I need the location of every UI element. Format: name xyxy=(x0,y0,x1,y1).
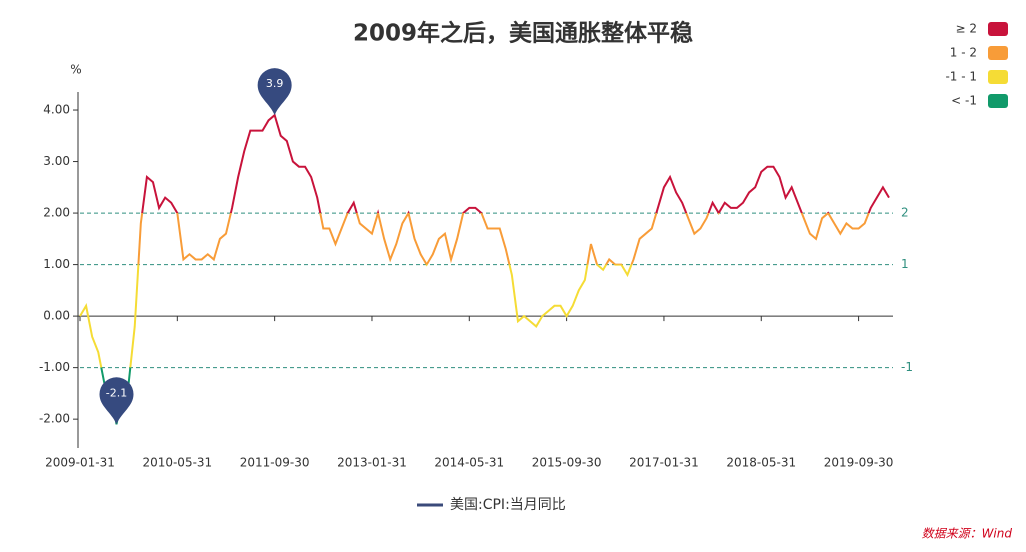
x-tick-label: 2019-09-30 xyxy=(824,456,894,470)
y-unit: % xyxy=(70,63,81,77)
chart-title: 2009年之后，美国通胀整体平稳 xyxy=(353,20,693,47)
visual-map-swatch xyxy=(988,70,1008,84)
cpi-line xyxy=(79,113,890,425)
visual-map-swatch xyxy=(988,22,1008,36)
visual-map-swatch xyxy=(988,46,1008,60)
visual-map-label: < -1 xyxy=(951,94,977,108)
visual-map-label: ≥ 2 xyxy=(955,22,977,36)
x-tick-label: 2015-09-30 xyxy=(532,456,602,470)
mark-line-label: 1 xyxy=(901,257,909,271)
y-tick-label: 0.00 xyxy=(43,309,70,323)
mark-point-label: 3.9 xyxy=(266,77,284,90)
x-tick-label: 2010-05-31 xyxy=(142,456,212,470)
x-tick-label: 2018-05-31 xyxy=(726,456,796,470)
source: 数据来源：Wind xyxy=(922,527,1013,541)
visual-map-swatch xyxy=(988,94,1008,108)
mark-point-pin xyxy=(99,377,134,425)
mark-line-label: -1 xyxy=(901,360,913,374)
mark-point-label: -2.1 xyxy=(106,386,127,399)
visual-map-label: 1 - 2 xyxy=(950,46,977,60)
x-tick-label: 2009-01-31 xyxy=(45,456,115,470)
mark-line-label: 2 xyxy=(901,206,909,220)
visual-map-label: -1 - 1 xyxy=(945,70,977,84)
mark-point-pin xyxy=(257,68,292,116)
y-tick-label: -1.00 xyxy=(39,360,70,374)
x-tick-label: 2013-01-31 xyxy=(337,456,407,470)
legend-label: 美国:CPI:当月同比 xyxy=(450,497,566,513)
x-tick-label: 2017-01-31 xyxy=(629,456,699,470)
y-tick-label: 1.00 xyxy=(43,257,70,271)
y-tick-label: 3.00 xyxy=(43,154,70,168)
y-tick-label: 4.00 xyxy=(43,103,70,117)
x-tick-label: 2011-09-30 xyxy=(240,456,310,470)
x-tick-label: 2014-05-31 xyxy=(434,456,504,470)
y-tick-label: 2.00 xyxy=(43,206,70,220)
y-tick-label: -2.00 xyxy=(39,412,70,426)
